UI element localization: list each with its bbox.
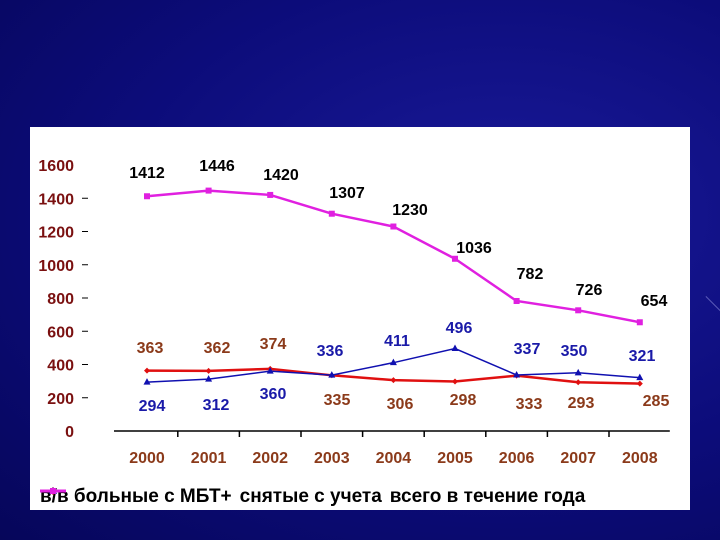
x-tick-label: 2008: [622, 450, 658, 467]
legend-item-0: в/в больные с МБТ+: [40, 486, 232, 508]
data-point: [513, 370, 521, 378]
data-point: [574, 368, 582, 376]
data-point: [144, 193, 150, 200]
data-point: [452, 378, 458, 385]
data-point: [267, 191, 274, 198]
x-tick-label: 2002: [252, 450, 288, 467]
data-point: [636, 319, 643, 326]
data-point: [452, 255, 458, 262]
data-label: 726: [576, 282, 603, 299]
y-tick-label: 200: [47, 391, 74, 408]
data-label: 306: [387, 396, 414, 413]
legend-label-0: в/в больные с МБТ+: [40, 486, 232, 507]
data-label: 1230: [392, 202, 428, 219]
data-point: [390, 223, 397, 230]
legend: в/в больные с МБТ+ снятые с учета всего …: [40, 486, 585, 508]
y-tick-label: 0: [65, 424, 74, 441]
line-chart: 2000 2001 2002 2003 2004 2005 2006 2007 2008 0 200…: [38, 158, 670, 467]
data-label: 1446: [199, 158, 235, 175]
data-point: [144, 367, 150, 374]
data-label: 337: [514, 341, 541, 358]
data-label: 1036: [456, 240, 492, 257]
data-label: 411: [384, 333, 410, 350]
y-tick-label: 1600: [38, 158, 74, 175]
data-label: 312: [203, 397, 230, 414]
data-label: 496: [446, 320, 473, 337]
data-label: 782: [517, 266, 544, 283]
data-point: [636, 380, 643, 387]
data-label: 374: [260, 336, 287, 353]
data-label: 321: [629, 348, 656, 365]
data-label: 1420: [263, 167, 299, 184]
y-tick-label: 1000: [38, 258, 74, 275]
background-decoration: [705, 296, 720, 325]
x-tick-label: 2005: [437, 450, 473, 467]
data-point: [205, 187, 212, 194]
data-label: 336: [317, 343, 344, 360]
data-point: [513, 297, 520, 304]
x-tick-label: 2004: [376, 450, 412, 467]
y-tick-label: 400: [47, 358, 74, 375]
data-label: 294: [139, 398, 166, 415]
data-label: 360: [260, 386, 287, 403]
data-label: 1307: [329, 185, 365, 202]
data-label: 285: [643, 393, 670, 410]
x-tick-label: 2000: [129, 450, 165, 467]
data-point: [636, 373, 644, 381]
data-point: [451, 344, 459, 352]
data-point: [575, 307, 582, 314]
data-label: 363: [137, 340, 164, 357]
y-tick-label: 600: [47, 324, 74, 341]
data-label: 350: [561, 343, 588, 360]
legend-marker-2: [40, 488, 66, 494]
y-tick-label: 1200: [38, 225, 74, 242]
x-tick-label: 2006: [499, 450, 535, 467]
data-point: [143, 378, 151, 385]
data-point: [390, 377, 397, 384]
data-label: 654: [641, 293, 668, 310]
data-point: [266, 367, 274, 374]
data-label: 298: [450, 392, 477, 409]
x-tick-label: 2003: [314, 450, 350, 467]
data-label: 293: [568, 395, 595, 412]
data-label: 362: [204, 340, 231, 357]
data-point: [575, 379, 582, 386]
x-tick-label: 2007: [560, 450, 596, 467]
legend-item-2: всего в течение года: [40, 486, 586, 508]
legend-item-1: снятые с учета: [40, 486, 382, 508]
y-tick-label: 800: [47, 291, 74, 308]
data-point: [328, 210, 335, 217]
x-tick-label: 2001: [191, 450, 227, 467]
data-point: [205, 375, 213, 382]
data-point: [389, 358, 397, 366]
data-label: 333: [516, 396, 543, 413]
legend-label-2: всего в течение года: [389, 486, 586, 507]
y-tick-label: 1400: [38, 191, 74, 208]
data-point: [205, 367, 212, 374]
data-point: [328, 371, 336, 378]
legend-label-1: снятые с учета: [239, 486, 382, 507]
data-label: 1412: [129, 165, 165, 182]
chart-panel: 2000 2001 2002 2003 2004 2005 2006 2007 2008 0 200…: [30, 127, 690, 510]
data-label: 335: [324, 392, 351, 409]
